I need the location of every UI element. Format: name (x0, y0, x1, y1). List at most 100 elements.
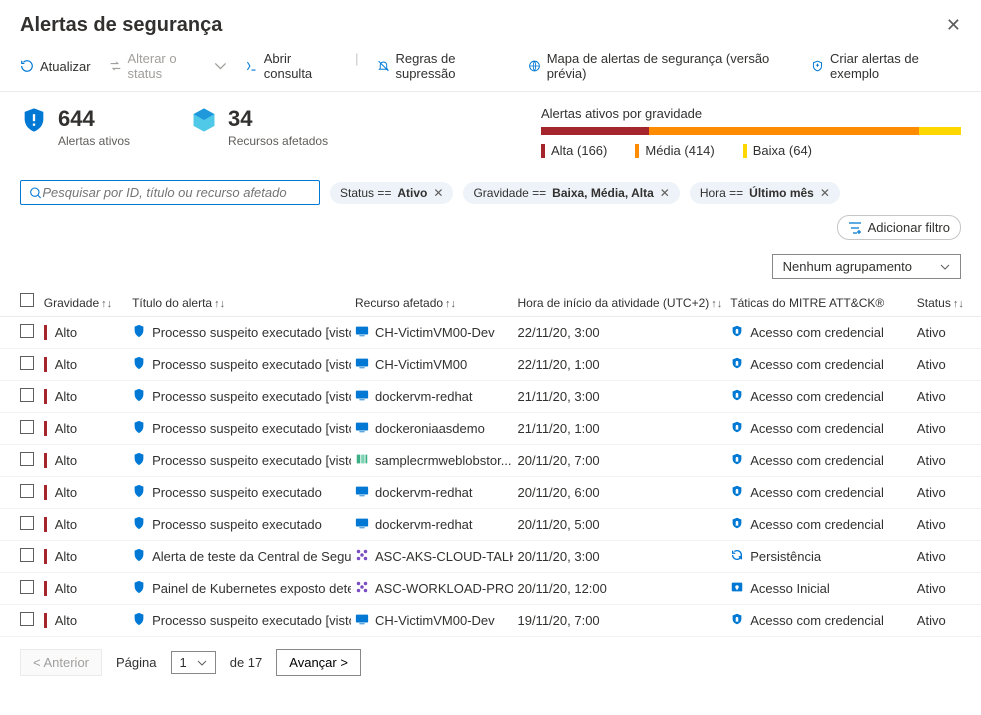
shield-icon (132, 612, 146, 629)
table-row[interactable]: AltoProcesso suspeito executadodockervm-… (0, 509, 981, 541)
status-cell: Ativo (913, 413, 981, 445)
add-filter-button[interactable]: Adicionar filtro (837, 215, 961, 240)
select-all-checkbox[interactable] (20, 293, 34, 307)
table-row[interactable]: AltoProcesso suspeito executado [visto..… (0, 381, 981, 413)
sev-low-label: Baixa (64) (753, 143, 812, 158)
severity-cell: Alto (44, 549, 124, 564)
tactic-cell: Acesso com credencial (730, 484, 884, 501)
severity-cell: Alto (44, 485, 124, 500)
filter-status[interactable]: Status == Ativo✕ (330, 182, 453, 204)
table-row[interactable]: AltoProcesso suspeito executado [visto..… (0, 445, 981, 477)
suppression-button[interactable]: Regras de supressão (377, 51, 510, 81)
remove-filter-icon[interactable]: ✕ (820, 186, 830, 200)
active-count: 644 (58, 106, 130, 132)
time-cell: 21/11/20, 3:00 (513, 381, 726, 413)
shield-icon (132, 420, 146, 437)
prev-button: < Anterior (20, 649, 102, 676)
col-severity[interactable]: Gravidade↑↓ (40, 287, 128, 317)
col-resource[interactable]: Recurso afetado↑↓ (351, 287, 514, 317)
search-input-wrap[interactable] (20, 180, 320, 205)
change-status-button: Alterar o status (109, 51, 227, 81)
shield-icon (132, 356, 146, 373)
tactic-icon (730, 452, 744, 469)
chevron-down-icon (940, 264, 950, 270)
resource-icon (355, 516, 369, 533)
row-checkbox[interactable] (20, 516, 34, 530)
table-row[interactable]: AltoAlerta de teste da Central de Segura… (0, 541, 981, 573)
globe-icon (528, 59, 541, 73)
row-checkbox[interactable] (20, 388, 34, 402)
search-input[interactable] (42, 185, 311, 200)
page-title: Alertas de segurança (20, 14, 222, 37)
row-checkbox[interactable] (20, 324, 34, 338)
table-row[interactable]: AltoPainel de Kubernetes exposto detec..… (0, 573, 981, 605)
table-row[interactable]: Alto Processo suspeito executado dockervm-… (0, 477, 981, 509)
col-time[interactable]: Hora de início da atividade (UTC+2)↑↓ (513, 287, 726, 317)
resource-icon (355, 324, 369, 341)
remove-filter-icon[interactable]: ✕ (433, 186, 443, 200)
row-checkbox[interactable] (20, 420, 34, 434)
filter-time[interactable]: Hora == Último mês✕ (690, 182, 840, 204)
table-row[interactable]: AltoProcesso suspeito executado [visto..… (0, 413, 981, 445)
resource-cell: samplecrmweblobstor... (355, 452, 512, 469)
tactic-icon (730, 420, 744, 437)
time-cell: 20/11/20, 6:00 (513, 477, 726, 509)
row-checkbox[interactable] (20, 612, 34, 626)
table-row[interactable]: AltoProcesso suspeito executado [visto..… (0, 317, 981, 349)
sample-alerts-button[interactable]: Criar alertas de exemplo (811, 51, 961, 81)
close-icon[interactable]: ✕ (946, 15, 961, 36)
time-cell: 20/11/20, 3:00 (513, 541, 726, 573)
col-title[interactable]: Título do alerta↑↓ (128, 287, 351, 317)
open-query-button[interactable]: Abrir consulta (245, 51, 337, 81)
alert-title: Processo suspeito executado [visto... (132, 420, 351, 437)
grouping-select[interactable]: Nenhum agrupamento (772, 254, 961, 279)
col-tactics[interactable]: Táticas do MITRE ATT&CK® (726, 287, 913, 317)
time-cell: 20/11/20, 12:00 (513, 573, 726, 605)
shield-plus-icon (811, 59, 824, 73)
row-checkbox[interactable] (20, 580, 34, 594)
page-select[interactable]: 1 (171, 651, 216, 674)
table-row[interactable]: AltoProcesso suspeito executado [visto..… (0, 605, 981, 637)
row-checkbox[interactable] (20, 548, 34, 562)
resource-icon (355, 420, 369, 437)
map-button[interactable]: Mapa de alertas de segurança (versão pré… (528, 51, 793, 81)
time-cell: 22/11/20, 3:00 (513, 317, 726, 349)
tactic-cell: Acesso com credencial (730, 516, 884, 533)
resource-cell: dockervm-redhat (355, 516, 473, 533)
tactic-cell: Acesso com credencial (730, 452, 884, 469)
refresh-icon (20, 59, 34, 73)
alert-title: Processo suspeito executado (132, 484, 322, 501)
tactic-icon (730, 516, 744, 533)
cube-icon (190, 106, 218, 134)
sev-high-label: Alta (166) (551, 143, 607, 158)
table-row[interactable]: AltoProcesso suspeito executado [visto..… (0, 349, 981, 381)
col-status[interactable]: Status↑↓ (913, 287, 981, 317)
row-checkbox[interactable] (20, 484, 34, 498)
search-icon (29, 186, 42, 200)
resource-cell: CH-VictimVM00 (355, 356, 467, 373)
resource-cell: dockervm-redhat (355, 484, 473, 501)
filter-severity[interactable]: Gravidade == Baixa, Média, Alta✕ (463, 182, 679, 204)
shield-icon (132, 580, 146, 597)
row-checkbox[interactable] (20, 452, 34, 466)
alert-title: Processo suspeito executado (132, 516, 322, 533)
refresh-button[interactable]: Atualizar (20, 51, 91, 81)
next-button[interactable]: Avançar > (276, 649, 361, 676)
tactic-cell: Acesso com credencial (730, 324, 884, 341)
bell-off-icon (377, 59, 390, 73)
alert-title: Painel de Kubernetes exposto detec... (132, 580, 351, 597)
time-cell: 20/11/20, 7:00 (513, 445, 726, 477)
swap-icon (109, 59, 122, 73)
row-checkbox[interactable] (20, 356, 34, 370)
active-alerts-stat: 644 Alertas ativos (20, 106, 130, 148)
severity-block: Alertas ativos por gravidade Alta (166) … (541, 106, 961, 158)
tactic-cell: Acesso com credencial (730, 612, 884, 629)
severity-cell: Alto (44, 389, 124, 404)
page-label: Página (116, 655, 156, 670)
remove-filter-icon[interactable]: ✕ (660, 186, 670, 200)
time-cell: 22/11/20, 1:00 (513, 349, 726, 381)
resource-cell: ASC-AKS-CLOUD-TALK (355, 548, 514, 565)
sev-med-label: Média (414) (645, 143, 714, 158)
resource-icon (355, 484, 369, 501)
shield-icon (132, 452, 146, 469)
